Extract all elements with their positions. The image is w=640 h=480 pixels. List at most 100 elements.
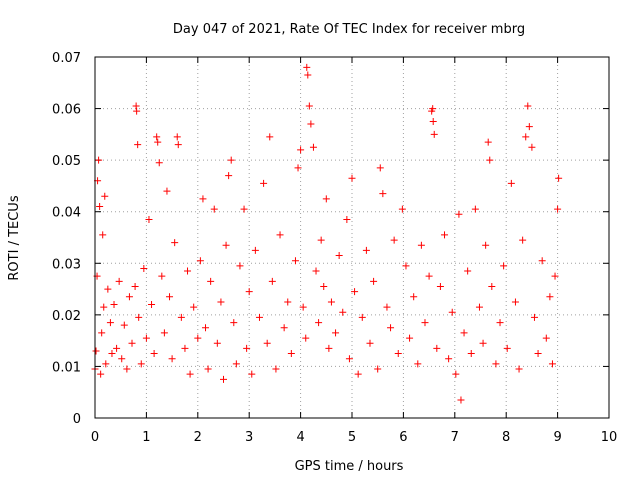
- data-point: [335, 252, 343, 260]
- data-point: [522, 133, 530, 141]
- data-point: [376, 164, 384, 172]
- y-tick-label: 0.02: [52, 309, 81, 324]
- data-point: [303, 63, 311, 71]
- data-point: [134, 141, 142, 149]
- x-tick-label: 4: [296, 430, 304, 445]
- data-point: [166, 293, 174, 301]
- data-point: [118, 355, 126, 363]
- data-point: [421, 319, 429, 327]
- data-point: [266, 133, 274, 141]
- data-point: [194, 334, 202, 342]
- data-point: [230, 319, 238, 327]
- data-point: [486, 156, 494, 164]
- data-point: [383, 303, 391, 311]
- data-point: [464, 267, 472, 275]
- data-point: [251, 246, 259, 254]
- data-point: [272, 365, 280, 373]
- data-point: [248, 370, 256, 378]
- data-point: [284, 298, 292, 306]
- data-point: [190, 303, 198, 311]
- chart-title: Day 047 of 2021, Rate Of TEC Index for r…: [173, 22, 525, 37]
- data-point: [184, 267, 192, 275]
- y-tick-label: 0: [73, 412, 81, 427]
- data-point: [548, 360, 556, 368]
- data-point: [460, 329, 468, 337]
- data-point: [102, 360, 110, 368]
- data-point: [108, 350, 116, 358]
- data-point: [101, 192, 109, 200]
- data-point: [268, 277, 276, 285]
- data-point: [429, 117, 437, 125]
- data-point: [455, 210, 463, 218]
- data-point: [538, 257, 546, 265]
- data-point: [137, 360, 145, 368]
- data-point: [467, 350, 475, 358]
- x-tick-label: 8: [502, 430, 510, 445]
- data-point: [317, 236, 325, 244]
- data-point: [131, 282, 139, 290]
- data-point: [402, 262, 410, 270]
- data-point: [305, 102, 313, 110]
- data-point: [484, 138, 492, 146]
- data-point: [312, 267, 320, 275]
- x-axis-label: GPS time / hours: [295, 459, 404, 474]
- data-point: [181, 344, 189, 352]
- data-point: [351, 288, 359, 296]
- data-point: [153, 133, 161, 141]
- data-point: [492, 360, 500, 368]
- data-point: [488, 282, 496, 290]
- data-point: [534, 350, 542, 358]
- data-point: [452, 370, 460, 378]
- data-point: [325, 344, 333, 352]
- y-tick-label: 0.03: [52, 257, 81, 272]
- data-point: [291, 257, 299, 265]
- data-point: [222, 241, 230, 249]
- data-point: [177, 313, 185, 321]
- x-tick-label: 10: [601, 430, 618, 445]
- data-point: [332, 329, 340, 337]
- data-point: [158, 272, 166, 280]
- data-point: [135, 313, 143, 321]
- data-point: [220, 375, 227, 383]
- data-point: [457, 396, 465, 404]
- data-point: [140, 264, 148, 272]
- data-point: [302, 334, 310, 342]
- data-point: [287, 350, 295, 358]
- data-point: [554, 205, 562, 213]
- data-point: [227, 156, 235, 164]
- data-point: [387, 324, 395, 332]
- data-point: [546, 293, 554, 301]
- tick-labels: 0 1 2 3 4 5 6 7 8 9 10 0 0.01 0.02 0.03 0.04 0.05 0.06 0.0…: [52, 51, 617, 445]
- data-point: [496, 319, 504, 327]
- data-point: [174, 141, 182, 149]
- y-tick-label: 0.05: [52, 154, 81, 169]
- y-tick-label: 0.01: [52, 360, 81, 375]
- data-point: [425, 272, 433, 280]
- data-point: [436, 282, 444, 290]
- data-point: [327, 298, 335, 306]
- x-tick-label: 3: [245, 430, 253, 445]
- data-point: [410, 293, 418, 301]
- data-point: [430, 130, 438, 138]
- data-point: [113, 344, 121, 352]
- data-point: [339, 308, 347, 316]
- data-point: [160, 329, 168, 337]
- data-point: [530, 313, 538, 321]
- data-point: [479, 339, 487, 347]
- y-tick-label: 0.07: [52, 51, 81, 66]
- data-point: [366, 339, 374, 347]
- data-point: [343, 215, 351, 223]
- data-point: [448, 308, 456, 316]
- data-point: [294, 164, 302, 172]
- data-point: [186, 370, 194, 378]
- grid: [95, 57, 609, 418]
- data-point: [217, 298, 225, 306]
- data-point: [260, 179, 268, 187]
- data-point: [307, 120, 315, 128]
- data-point: [500, 262, 508, 270]
- data-point: [551, 272, 559, 280]
- data-point: [123, 365, 131, 373]
- data-point: [524, 102, 532, 110]
- data-point: [154, 138, 162, 146]
